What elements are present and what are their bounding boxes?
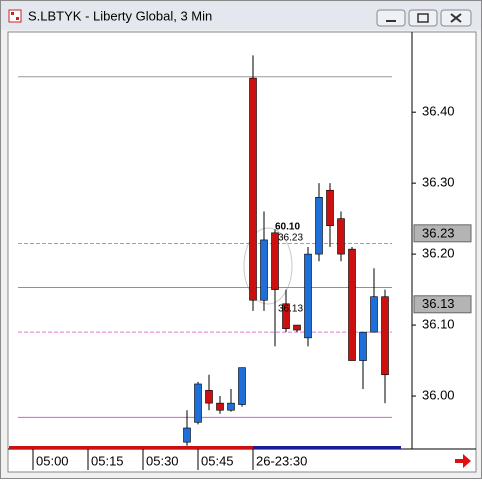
app-icon-dot: [16, 17, 19, 20]
x-tick-label: 05:30: [146, 453, 179, 468]
candle-body: [326, 189, 334, 227]
candle-body: [293, 324, 301, 331]
candle-body: [348, 248, 356, 361]
candle-body: [359, 331, 367, 361]
candle-body: [205, 390, 213, 404]
y-tick-label: 36.40: [422, 104, 455, 119]
x-tick-label: 26-23:30: [256, 453, 307, 468]
scroll-arrow[interactable]: [455, 454, 471, 468]
session-bar: [253, 446, 401, 449]
candle-body: [370, 296, 378, 333]
x-tick-label: 05:00: [36, 453, 69, 468]
price-marker: [413, 224, 472, 243]
candle-body: [282, 303, 290, 329]
candle-body: [194, 383, 202, 423]
price-marker-label: 36.13: [422, 296, 455, 311]
candle-body: [381, 296, 389, 376]
price-marker-label: 36.23: [422, 225, 455, 240]
maximize-button[interactable]: [408, 9, 438, 27]
session-bar: [9, 446, 253, 449]
y-tick-label: 36.10: [422, 317, 455, 332]
minimize-button[interactable]: [376, 9, 406, 27]
app-icon: [8, 9, 22, 23]
candle-body: [337, 218, 345, 255]
candle-body: [227, 402, 235, 411]
x-tick-label: 05:15: [91, 453, 124, 468]
annotation-price: 36.13: [278, 303, 303, 314]
y-tick-label: 36.30: [422, 175, 455, 190]
candle-body: [216, 402, 224, 411]
app-icon-dot: [11, 12, 14, 15]
selection-circle: [243, 227, 293, 305]
candle-body: [238, 367, 246, 405]
candle-body: [271, 232, 279, 290]
annotation: 60.10: [275, 222, 300, 233]
candle-body: [260, 239, 268, 301]
window-title: S.LBTYK - Liberty Global, 3 Min: [28, 8, 212, 23]
candle-body: [183, 427, 191, 443]
annotation-price: 36.23: [278, 232, 303, 243]
candle-body: [304, 253, 312, 339]
plot: 36.00 36.10 36.20 36.30 36.40 36.23 36.13 05:00…: [18, 55, 472, 470]
y-tick-label: 36.20: [422, 246, 455, 261]
x-tick-label: 05:45: [201, 453, 234, 468]
close-icon: [450, 13, 462, 23]
price-marker: [413, 295, 472, 314]
y-tick-label: 36.00: [422, 387, 455, 402]
candle-body: [315, 197, 323, 255]
maximize-icon: [417, 13, 429, 23]
candle-body: [249, 77, 257, 301]
